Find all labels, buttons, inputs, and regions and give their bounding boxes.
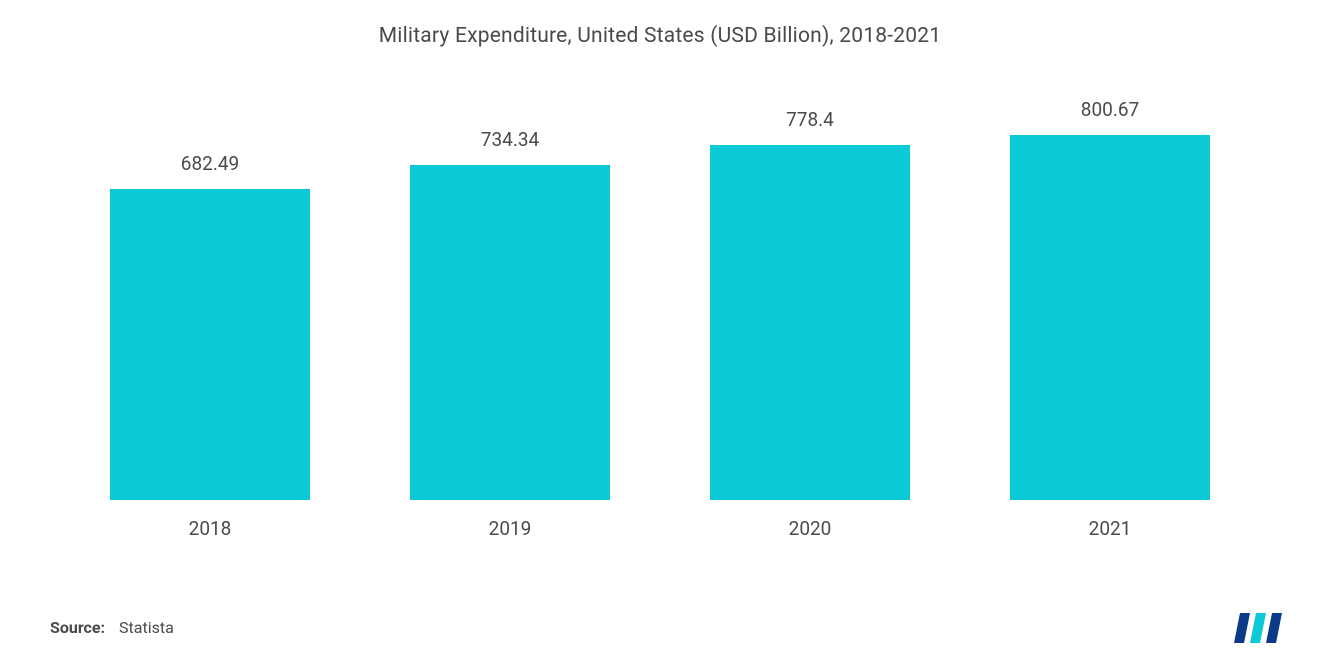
bar-value-label: 800.67 <box>1081 98 1139 121</box>
x-axis-label: 2018 <box>60 517 360 540</box>
bar-value-label: 778.4 <box>786 108 834 131</box>
bar-slot: 778.42020 <box>660 90 960 500</box>
bar-slot: 682.492018 <box>60 90 360 500</box>
brand-logo <box>1232 611 1284 645</box>
x-axis-label: 2021 <box>960 517 1260 540</box>
bar <box>710 145 910 500</box>
plot-area: 682.492018734.342019778.42020800.672021 <box>60 90 1260 545</box>
bar-value-label: 682.49 <box>181 152 239 175</box>
x-axis-label: 2020 <box>660 517 960 540</box>
bar-slot: 734.342019 <box>360 90 660 500</box>
bar-value-label: 734.34 <box>481 128 539 151</box>
bar <box>410 165 610 500</box>
chart-title: Military Expenditure, United States (USD… <box>0 0 1320 48</box>
bar <box>1010 135 1210 500</box>
bar-slot: 800.672021 <box>960 90 1260 500</box>
source-label: Source: <box>50 618 105 637</box>
bars-group: 682.492018734.342019778.42020800.672021 <box>60 90 1260 500</box>
chart-container: Military Expenditure, United States (USD… <box>0 0 1320 665</box>
source-value: Statista <box>119 618 174 637</box>
source-footer: Source: Statista <box>50 618 174 637</box>
x-axis-label: 2019 <box>360 517 660 540</box>
bar <box>110 189 310 500</box>
brand-logo-icon <box>1232 611 1284 645</box>
